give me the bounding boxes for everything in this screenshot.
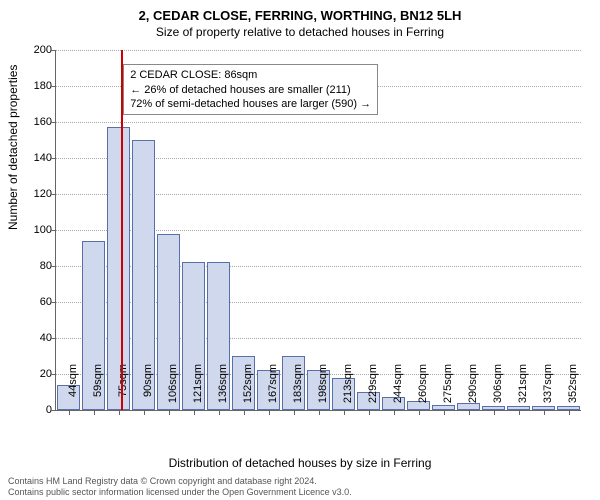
annotation-box: 2 CEDAR CLOSE: 86sqm← 26% of detached ho…	[123, 64, 378, 115]
x-tick-label: 152sqm	[242, 364, 254, 414]
y-tick-mark	[51, 194, 56, 195]
x-tick-label: 44sqm	[67, 364, 79, 414]
x-tick-label: 337sqm	[542, 364, 554, 414]
x-tick-label: 167sqm	[267, 364, 279, 414]
chart-title: 2, CEDAR CLOSE, FERRING, WORTHING, BN12 …	[0, 0, 600, 23]
x-tick-label: 59sqm	[92, 364, 104, 414]
x-tick-label: 136sqm	[217, 364, 229, 414]
annotation-line: 72% of semi-detached houses are larger (…	[130, 97, 371, 111]
y-tick-mark	[51, 410, 56, 411]
y-tick-mark	[51, 50, 56, 51]
y-tick-mark	[51, 230, 56, 231]
footer-line2: Contains public sector information licen…	[8, 487, 352, 498]
chart-subtitle: Size of property relative to detached ho…	[0, 23, 600, 39]
x-tick-label: 352sqm	[567, 364, 579, 414]
plot-area: 02040608010012014016018020044sqm59sqm75s…	[55, 50, 581, 411]
x-tick-label: 213sqm	[342, 364, 354, 414]
x-tick-label: 244sqm	[392, 364, 404, 414]
y-axis-label: Number of detached properties	[6, 65, 20, 230]
x-tick-label: 290sqm	[467, 364, 479, 414]
y-tick-mark	[51, 86, 56, 87]
grid-line	[56, 50, 581, 51]
x-tick-label: 183sqm	[292, 364, 304, 414]
annotation-line: ← 26% of detached houses are smaller (21…	[130, 83, 371, 97]
y-tick-mark	[51, 302, 56, 303]
chart-container: 2, CEDAR CLOSE, FERRING, WORTHING, BN12 …	[0, 0, 600, 500]
x-tick-label: 275sqm	[442, 364, 454, 414]
x-tick-label: 306sqm	[492, 364, 504, 414]
footer-line1: Contains HM Land Registry data © Crown c…	[8, 476, 352, 487]
x-tick-label: 121sqm	[192, 364, 204, 414]
x-tick-label: 106sqm	[167, 364, 179, 414]
x-tick-label: 321sqm	[517, 364, 529, 414]
x-tick-label: 90sqm	[142, 364, 154, 414]
annotation-line: 2 CEDAR CLOSE: 86sqm	[130, 68, 371, 82]
x-tick-label: 198sqm	[317, 364, 329, 414]
grid-line	[56, 122, 581, 123]
x-tick-label: 229sqm	[367, 364, 379, 414]
x-tick-label: 260sqm	[417, 364, 429, 414]
y-tick-mark	[51, 338, 56, 339]
x-axis-label: Distribution of detached houses by size …	[0, 456, 600, 470]
footer-attribution: Contains HM Land Registry data © Crown c…	[8, 476, 352, 498]
y-tick-mark	[51, 266, 56, 267]
y-tick-mark	[51, 122, 56, 123]
y-tick-mark	[51, 374, 56, 375]
y-tick-mark	[51, 158, 56, 159]
